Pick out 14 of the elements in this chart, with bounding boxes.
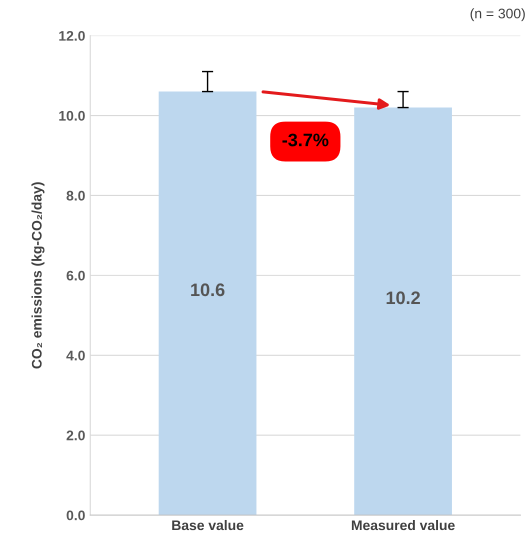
x-tick-label: Measured value bbox=[352, 520, 455, 530]
annotation: -3.7% bbox=[282, 134, 328, 146]
text: (n = 300) bbox=[470, 8, 525, 22]
data-label: 10.2 bbox=[386, 291, 420, 304]
data-label: 10.6 bbox=[191, 283, 224, 296]
y-tick-label: 2.0 bbox=[66, 430, 85, 440]
y-tick-label: 6.0 bbox=[66, 270, 85, 281]
y-tick-label: 8.0 bbox=[66, 190, 85, 201]
y-axis-title: CO₂ emissions (kg-CO₂/day) bbox=[31, 182, 44, 369]
y-tick-label: 10.0 bbox=[59, 110, 85, 121]
y-tick-label: 0.0 bbox=[66, 510, 85, 520]
y-tick-label: 4.0 bbox=[66, 350, 85, 360]
y-tick-label: 12.0 bbox=[59, 30, 85, 41]
x-tick-label: Base value bbox=[172, 520, 244, 530]
